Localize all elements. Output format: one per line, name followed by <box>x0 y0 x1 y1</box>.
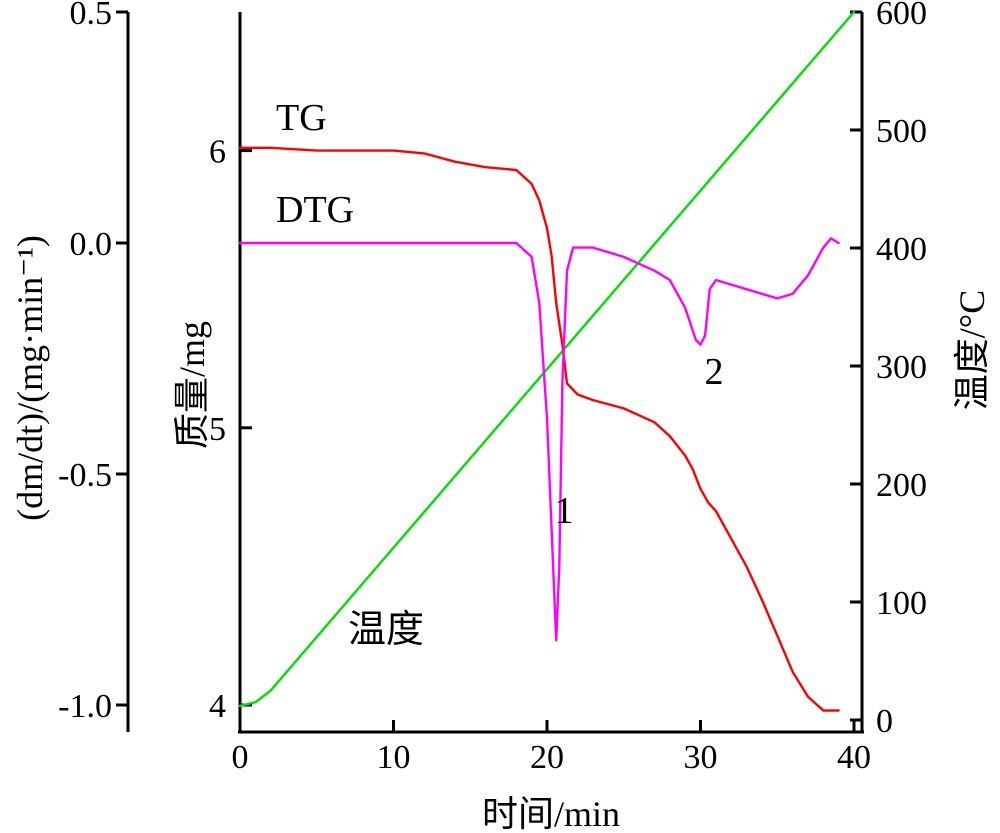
x-tick-label: 40 <box>837 739 871 776</box>
x-axis-title: 时间/min <box>482 794 620 833</box>
left-tick-label: -1.0 <box>58 688 112 725</box>
x-tick-label: 30 <box>684 739 718 776</box>
right-tick-label: 300 <box>876 349 927 386</box>
x-tick-label: 0 <box>232 739 249 776</box>
peak-2-label: 2 <box>705 351 724 393</box>
left-tick-label: 0.5 <box>70 0 113 32</box>
right-tick-label: 0 <box>876 703 893 740</box>
dtg-label: DTG <box>276 189 354 231</box>
left-tick-label: 0.0 <box>70 226 113 263</box>
series-layer <box>238 10 856 712</box>
middle-axis-title: 质量/mg <box>172 321 212 449</box>
left-axis-title: (dm/dt)/(mg·min⁻¹) <box>10 235 50 521</box>
right-tick-label: 100 <box>876 585 927 622</box>
ticks <box>116 10 862 732</box>
dtg-series-line <box>238 237 840 642</box>
peak-1-label: 1 <box>555 490 574 532</box>
tg-label: TG <box>276 97 327 139</box>
temperature-label: 温度 <box>348 609 424 651</box>
right-tick-label: 600 <box>876 0 927 32</box>
tg-series-line <box>238 146 840 712</box>
middle-tick-label: 6 <box>209 134 226 171</box>
right-tick-label: 500 <box>876 113 927 150</box>
middle-tick-label: 4 <box>209 688 226 725</box>
right-axis-title: 温度/°C <box>952 290 992 410</box>
left-tick-label: -0.5 <box>58 457 112 494</box>
axes <box>126 12 864 734</box>
x-tick-label: 10 <box>377 739 411 776</box>
right-tick-label: 400 <box>876 231 927 268</box>
right-tick-label: 200 <box>876 467 927 504</box>
tick-labels: 0.5 0.0 -0.5 -1.0 6 5 4 600 500 400 300 200 100 0 0 10 2… <box>58 0 927 776</box>
middle-tick-label: 5 <box>209 411 226 448</box>
x-tick-label: 20 <box>530 739 564 776</box>
